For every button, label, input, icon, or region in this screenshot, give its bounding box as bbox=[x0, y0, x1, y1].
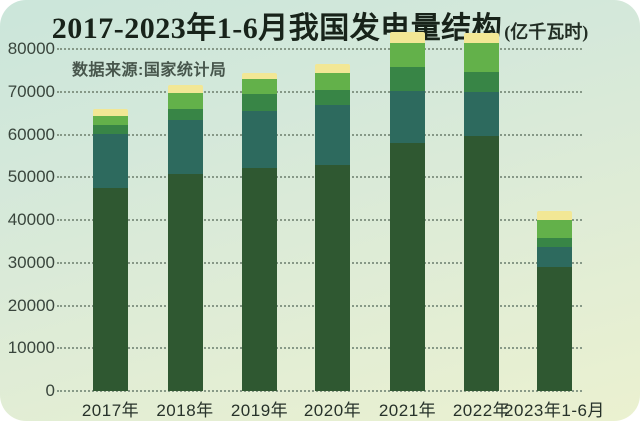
bar-segment-segment-dark-green-bottom bbox=[537, 266, 572, 391]
x-axis-label: 2020年 bbox=[303, 401, 362, 420]
chart-title: 2017-2023年1-6月我国发电量结构 bbox=[51, 12, 503, 45]
y-axis-label: 70000 bbox=[7, 81, 55, 101]
y-axis-label: 20000 bbox=[7, 295, 55, 315]
y-axis-label: 30000 bbox=[7, 252, 55, 272]
bar-segment-segment-yellow-top bbox=[537, 211, 572, 220]
bar-segment-segment-yellow-top bbox=[242, 72, 277, 79]
chart-title-unit: (亿千瓦时) bbox=[504, 22, 589, 42]
y-axis-label: 10000 bbox=[7, 338, 55, 358]
x-axis-label: 2018年 bbox=[156, 401, 214, 420]
bar-segment-segment-light-green bbox=[390, 43, 425, 68]
y-axis-label: 80000 bbox=[7, 39, 55, 58]
bar-segment-segment-yellow-top bbox=[93, 108, 128, 116]
y-axis-label: 40000 bbox=[7, 210, 55, 229]
bar-segment-segment-dark-green-bottom bbox=[167, 173, 203, 391]
x-axis-label: 2023年1-6月 bbox=[504, 401, 605, 420]
x-axis-label: 2017年 bbox=[81, 401, 140, 420]
bar-segment-segment-light-green bbox=[167, 92, 203, 109]
data-source-note: 数据来源:国家统计局 bbox=[72, 62, 227, 79]
bar-segment-segment-light-green bbox=[242, 78, 277, 95]
bar-segment-segment-light-green bbox=[315, 72, 350, 90]
gridline-80000 bbox=[57, 48, 582, 50]
y-axis-label: 0 bbox=[45, 381, 55, 400]
bar-segment-segment-medium-green bbox=[93, 124, 128, 134]
bar-segment-segment-dark-green-bottom bbox=[242, 167, 277, 391]
bar-segment-segment-dark-green-bottom bbox=[390, 143, 425, 391]
bar-2017年 bbox=[93, 108, 128, 391]
bar-segment-segment-teal bbox=[93, 133, 128, 188]
bar-segment-segment-dark-green-bottom bbox=[464, 136, 499, 391]
bar-segment-segment-yellow-top bbox=[464, 32, 499, 43]
bar-segment-segment-dark-green-bottom bbox=[93, 187, 128, 391]
bar-2022年 bbox=[464, 32, 499, 391]
bar-segment-segment-medium-green bbox=[537, 237, 572, 247]
y-axis-label: 50000 bbox=[7, 167, 55, 187]
bar-segment-segment-teal bbox=[242, 111, 277, 168]
bar-2018年 bbox=[167, 84, 203, 391]
y-axis-label: 60000 bbox=[7, 124, 55, 144]
bar-2019年 bbox=[242, 72, 277, 391]
bar-segment-segment-light-green bbox=[464, 42, 499, 73]
x-axis-label: 2021年 bbox=[378, 401, 437, 420]
bar-segment-segment-teal bbox=[390, 91, 425, 144]
bar-segment-segment-medium-green bbox=[464, 72, 499, 93]
bar-segment-segment-teal bbox=[315, 104, 350, 165]
bar-segment-segment-medium-green bbox=[242, 94, 277, 111]
bar-2023年1-6月 bbox=[537, 211, 572, 391]
bar-segment-segment-yellow-top bbox=[315, 63, 350, 73]
bar-segment-segment-light-green bbox=[93, 115, 128, 125]
bar-segment-segment-light-green bbox=[537, 219, 572, 238]
bar-segment-segment-yellow-top bbox=[167, 84, 203, 93]
x-axis-label: 2022年 bbox=[452, 401, 511, 420]
bar-segment-segment-dark-green-bottom bbox=[315, 164, 350, 391]
bar-segment-segment-teal bbox=[464, 92, 499, 137]
title-row: 2017-2023年1-6月我国发电量结构 (亿千瓦时) bbox=[0, 3, 640, 47]
bar-segment-segment-teal bbox=[537, 246, 572, 267]
bar-segment-segment-yellow-top bbox=[390, 31, 425, 44]
bar-segment-segment-teal bbox=[167, 119, 203, 174]
gridline-0 bbox=[57, 390, 582, 392]
bar-segment-segment-medium-green bbox=[167, 108, 203, 120]
bar-segment-segment-medium-green bbox=[390, 67, 425, 92]
bar-segment-segment-medium-green bbox=[315, 89, 350, 105]
x-axis-label: 2019年 bbox=[230, 401, 289, 420]
bar-2021年 bbox=[390, 31, 425, 391]
bar-2020年 bbox=[315, 63, 350, 391]
